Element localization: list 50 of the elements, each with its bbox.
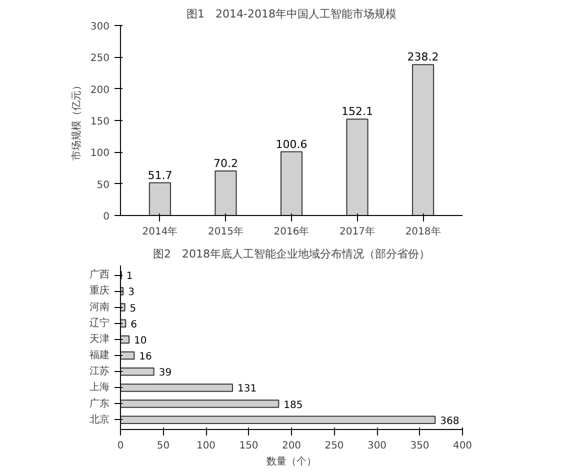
y-tick-label: 河南 (90, 300, 110, 313)
data-label: 152.1 (342, 105, 374, 118)
chart-title: 图1 2014-2018年中国人工智能市场规模 (186, 8, 396, 20)
x-tick-label: 2017年 (340, 226, 375, 238)
y-tick-label: 广西 (90, 268, 110, 281)
y-tick-label: 100 (90, 148, 110, 160)
x-tick-label: 150 (239, 440, 258, 452)
data-label: 39 (158, 368, 172, 379)
x-tick-label: 350 (410, 440, 430, 452)
y-tick-label: 广东 (90, 397, 110, 410)
y-tick-label: 重庆 (90, 284, 110, 297)
x-tick-label: 2015年 (208, 226, 244, 238)
data-label: 6 (130, 319, 138, 330)
x-tick-label: 250 (324, 440, 344, 452)
y-tick-label: 辽宁 (90, 316, 110, 329)
y-tick-label: 150 (90, 116, 110, 128)
y-axis-title: 市场规模（亿元） (70, 80, 82, 160)
x-tick-label: 50 (156, 440, 170, 452)
y-tick-label: 50 (96, 180, 110, 191)
data-label: 131 (238, 384, 257, 395)
x-tick-label: 2014年 (142, 226, 178, 238)
data-label: 238.2 (407, 50, 439, 64)
y-tick-label: 上海 (90, 381, 110, 394)
data-label: 10 (134, 335, 147, 346)
x-tick-label: 2018年 (405, 226, 441, 238)
x-tick-label: 300 (367, 440, 387, 452)
y-tick-label: 北京 (90, 413, 110, 426)
y-tick-label: 江苏 (90, 365, 110, 378)
y-tick-label: 天津 (90, 332, 110, 345)
data-label: 16 (139, 352, 152, 363)
x-tick-label: 400 (452, 440, 472, 452)
x-axis-title: 数量（个） (266, 456, 316, 468)
data-label: 185 (284, 400, 303, 411)
x-tick-label: 200 (282, 440, 302, 452)
y-tick-label: 200 (90, 84, 110, 96)
x-tick-label: 100 (196, 440, 216, 452)
y-tick-label: 0 (103, 212, 110, 222)
x-tick-label: 2016年 (274, 226, 310, 238)
x-tick-label: 0 (117, 440, 124, 452)
chart-title: 图2 2018年底人工智能企业地域分布情况（部分省份） (153, 248, 430, 260)
y-tick-label: 300 (90, 22, 110, 32)
data-label: 3 (128, 287, 134, 298)
data-label: 368 (440, 416, 460, 427)
y-tick-label: 福建 (90, 349, 110, 362)
y-tick-label: 250 (90, 53, 110, 64)
data-label: 5 (130, 303, 136, 314)
data-label: 100.6 (276, 138, 308, 151)
data-label: 70.2 (213, 157, 238, 170)
data-label: 1 (126, 271, 133, 282)
data-label: 51.7 (148, 168, 172, 182)
